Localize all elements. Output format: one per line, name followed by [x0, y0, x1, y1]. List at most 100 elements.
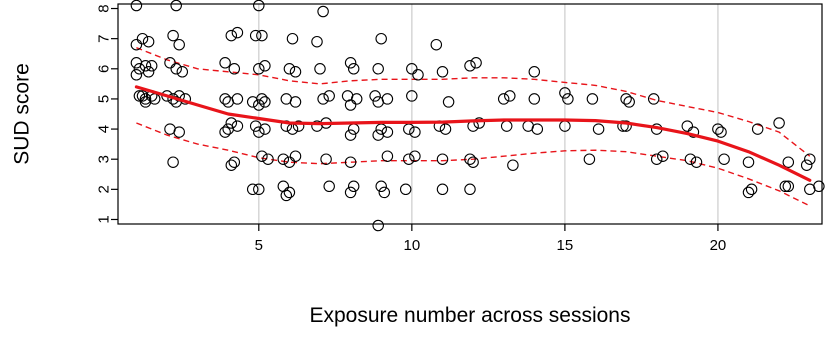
data-point [375, 123, 387, 135]
band-lower-line [136, 122, 811, 207]
data-point [228, 63, 241, 75]
x-tick-label-20: 20 [710, 237, 727, 254]
data-point [280, 120, 293, 132]
data-point [657, 150, 669, 162]
data-point [583, 153, 596, 165]
x-axis: 5 10 15 20 [255, 224, 727, 254]
data-point [283, 63, 296, 75]
data-point [442, 96, 455, 108]
data-point [262, 153, 274, 165]
data-point [406, 90, 418, 102]
data-point [715, 126, 727, 138]
data-point [130, 38, 143, 51]
data-point [317, 93, 329, 105]
fit-line-path [134, 85, 812, 182]
data-point [684, 153, 697, 165]
data-point [782, 180, 795, 193]
x-tick-label-10: 10 [403, 237, 420, 254]
data-point [314, 63, 326, 75]
data-point [219, 57, 231, 69]
grid-lines [258, 4, 719, 224]
data-point [531, 123, 544, 135]
data-point [439, 123, 452, 135]
data-point [139, 60, 152, 72]
data-point [231, 26, 244, 39]
data-point [782, 156, 795, 168]
data-point [372, 96, 384, 108]
data-point [620, 93, 632, 105]
data-point [347, 123, 360, 135]
data-point [176, 66, 189, 78]
data-point [372, 129, 384, 141]
data-point [381, 150, 394, 162]
data-point [130, 69, 143, 81]
data-point [350, 93, 363, 105]
data-point [167, 156, 179, 168]
y-tick-label-2: 2 [96, 185, 113, 193]
data-point [256, 150, 268, 162]
data-point [647, 93, 660, 105]
x-axis-title: Exposure number across sessions [310, 304, 631, 327]
data-point [467, 156, 479, 168]
data-point [344, 57, 357, 69]
data-point [228, 156, 241, 168]
y-tick-label-5: 5 [96, 95, 113, 103]
data-point [347, 180, 360, 193]
data-point [504, 90, 516, 102]
data-point [145, 60, 158, 72]
data-point [436, 66, 449, 78]
data-point [136, 32, 149, 45]
data-point [289, 150, 302, 162]
data-point [500, 120, 513, 132]
data-point [225, 159, 238, 171]
data-point [259, 96, 271, 108]
y-tick-label-6: 6 [96, 65, 113, 73]
data-point [800, 159, 813, 171]
data-point [687, 126, 700, 138]
data-point [745, 183, 758, 196]
data-point [253, 63, 265, 75]
data-point [497, 93, 510, 105]
data-point [773, 117, 785, 129]
x-tick-label-5: 5 [255, 237, 263, 254]
data-point [280, 189, 293, 202]
data-point [464, 183, 476, 196]
data-point [409, 150, 421, 162]
y-tick-label-7: 7 [96, 34, 113, 42]
data-point [256, 93, 268, 105]
data-point [253, 126, 265, 138]
data-point [406, 63, 418, 75]
data-point [372, 219, 384, 232]
data-point [317, 5, 329, 18]
data-point [650, 153, 663, 165]
data-point [436, 153, 449, 165]
y-tick-label-1: 1 [96, 215, 113, 223]
data-point [586, 93, 599, 105]
data-point [718, 153, 730, 165]
data-point [375, 180, 387, 193]
y-tick-label-3: 3 [96, 155, 113, 163]
data-point [344, 129, 357, 141]
data-point [562, 93, 574, 105]
data-point [623, 96, 635, 108]
data-point [347, 63, 360, 75]
data-point [372, 63, 384, 75]
data-point [231, 93, 244, 105]
data-point [259, 60, 271, 72]
data-point [164, 57, 176, 69]
data-point [344, 186, 357, 199]
data-point [292, 120, 305, 132]
data-point [804, 153, 816, 165]
data-point [130, 0, 143, 12]
data-point [222, 123, 234, 135]
data-point [430, 38, 443, 51]
data-point [464, 153, 476, 165]
data-point [167, 29, 179, 42]
data-point [170, 63, 182, 75]
data-point [289, 96, 302, 108]
data-point [344, 156, 357, 168]
data-point [378, 186, 391, 199]
data-point [813, 180, 825, 193]
data-point [277, 153, 290, 165]
